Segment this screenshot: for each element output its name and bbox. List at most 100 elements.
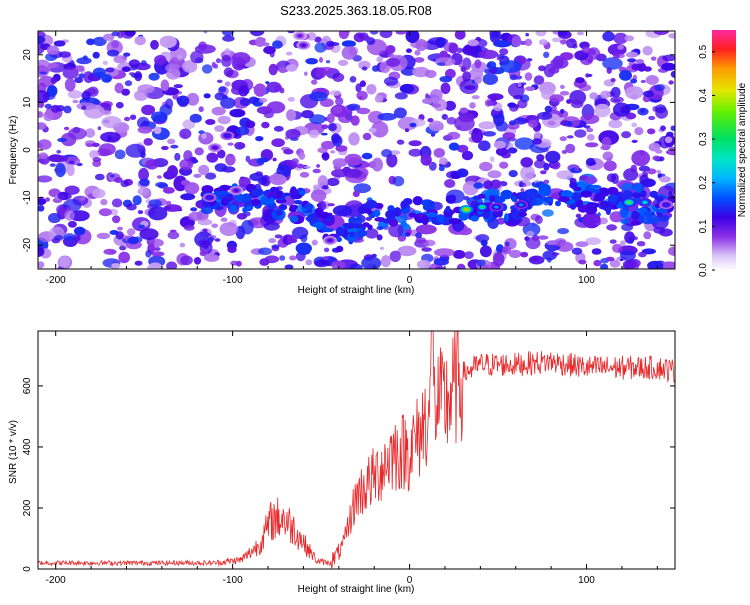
spectrogram-blob bbox=[423, 40, 441, 50]
spectrogram-blob bbox=[660, 125, 666, 131]
spectrogram-blob bbox=[475, 234, 490, 243]
spectrogram-blob bbox=[388, 223, 404, 238]
signal-band-blob bbox=[448, 218, 462, 225]
spectrogram-blob bbox=[266, 101, 286, 114]
spectrogram-blob bbox=[124, 31, 136, 37]
spectrogram-hotspot bbox=[207, 196, 212, 199]
spectrogram-blob bbox=[620, 250, 636, 261]
spectrogram-blob bbox=[404, 128, 410, 133]
spectrogram-blob bbox=[176, 95, 190, 107]
spectrogram-blob bbox=[361, 256, 382, 269]
spectrogram-blob bbox=[38, 158, 44, 163]
spectrogram-blob bbox=[431, 97, 440, 104]
spectrogram-blob bbox=[478, 140, 491, 151]
spectrogram-blob bbox=[214, 92, 226, 101]
spectrogram-blob bbox=[659, 228, 673, 237]
spectrogram-blob bbox=[611, 173, 619, 185]
signal-band-blob bbox=[216, 190, 229, 195]
spectrogram-blob bbox=[619, 258, 624, 262]
spectrogram-blob bbox=[182, 60, 198, 73]
spectrogram-blob bbox=[585, 237, 601, 246]
spectrogram-blob bbox=[217, 79, 223, 84]
spectrogram-blob bbox=[474, 59, 482, 69]
signal-band-blob bbox=[599, 200, 610, 208]
spectrogram-blob bbox=[483, 180, 493, 190]
spectrogram-blob bbox=[222, 54, 231, 62]
spectrogram-blob bbox=[81, 105, 87, 110]
spectrogram-blob bbox=[264, 255, 280, 264]
spectrogram-blob bbox=[124, 80, 133, 87]
spectrogram-blob bbox=[545, 150, 561, 164]
spectrogram-blob bbox=[612, 52, 620, 59]
spectrogram-y-tick-label: 0 bbox=[22, 147, 33, 153]
spectrogram-blob bbox=[566, 99, 572, 104]
spectrogram-blob bbox=[551, 252, 560, 256]
spectrogram-blob bbox=[610, 78, 616, 83]
signal-band-blob bbox=[631, 192, 642, 199]
spectrogram-blob bbox=[446, 117, 457, 125]
spectrogram-blob bbox=[576, 31, 585, 36]
signal-band-blob bbox=[275, 209, 283, 216]
signal-band-blob bbox=[313, 222, 326, 228]
spectrogram-blob bbox=[263, 221, 280, 231]
spectrogram-blob bbox=[585, 142, 599, 148]
signal-band-blob bbox=[246, 205, 254, 210]
signal-band-blob bbox=[655, 208, 668, 213]
spectrogram-blob bbox=[120, 180, 129, 188]
spectrogram-blob bbox=[415, 232, 422, 239]
spectrogram-blob bbox=[166, 261, 178, 269]
spectrogram-blob bbox=[287, 31, 295, 34]
spectrogram-blob bbox=[159, 35, 177, 48]
spectrogram-blob bbox=[63, 105, 72, 114]
signal-band-blob bbox=[494, 197, 506, 203]
signal-band-blob bbox=[299, 190, 306, 195]
spectrogram-blob bbox=[308, 129, 320, 139]
spectrogram-blob bbox=[48, 212, 61, 224]
spectrogram-blob bbox=[631, 236, 638, 241]
spectrogram-blob bbox=[385, 45, 396, 54]
colorbar-tick-label: 0.4 bbox=[698, 88, 709, 102]
signal-band-blob bbox=[335, 226, 344, 237]
spectrogram-blob bbox=[182, 119, 196, 130]
spectrogram-blob bbox=[361, 152, 373, 160]
spectrogram-blob bbox=[634, 127, 644, 136]
spectrogram-blob bbox=[574, 166, 579, 172]
spectrogram-blob bbox=[560, 108, 565, 114]
spectrogram-blob bbox=[167, 138, 176, 145]
signal-band-blob bbox=[477, 193, 486, 199]
spectrogram-blob bbox=[205, 119, 216, 125]
spectrogram-blob bbox=[655, 104, 667, 114]
spectrogram-blob bbox=[479, 245, 492, 258]
signal-band-blob bbox=[357, 206, 367, 214]
spectrogram-blob bbox=[285, 64, 298, 72]
spectrogram-blob bbox=[123, 116, 131, 122]
spectrogram-blob bbox=[653, 31, 669, 35]
spectrogram-blob bbox=[303, 122, 325, 135]
spectrogram-blob bbox=[137, 187, 150, 196]
signal-band-blob bbox=[538, 183, 551, 193]
spectrogram-y-tick-label: 10 bbox=[22, 96, 33, 108]
signal-band-blob bbox=[269, 186, 279, 193]
spectrogram-hotspot bbox=[519, 203, 523, 206]
spectrogram-blob bbox=[89, 150, 99, 159]
spectrogram-blob bbox=[497, 54, 505, 59]
spectrogram-blob bbox=[180, 255, 193, 266]
spectrogram-blob bbox=[100, 198, 108, 206]
spectrogram-blob bbox=[68, 127, 87, 140]
spectrogram-blob bbox=[271, 244, 280, 249]
spectrogram-blob bbox=[500, 60, 522, 73]
signal-band-blob bbox=[220, 198, 230, 207]
signal-band-blob bbox=[349, 231, 355, 238]
spectrogram-blob bbox=[425, 93, 430, 100]
spectrogram-blob bbox=[668, 80, 674, 85]
spectrogram-blob bbox=[522, 182, 526, 187]
spectrogram-blob bbox=[63, 199, 82, 212]
spectrogram-y-tick-label: 20 bbox=[22, 49, 33, 61]
spectrogram-blob bbox=[202, 228, 208, 233]
spectrogram-blob bbox=[236, 126, 250, 136]
spectrogram-blob bbox=[415, 237, 427, 244]
spectrogram-blob bbox=[101, 74, 112, 83]
spectrogram-blob bbox=[389, 250, 401, 262]
spectrogram-blob bbox=[183, 150, 193, 162]
spectrogram-blob bbox=[197, 218, 213, 226]
